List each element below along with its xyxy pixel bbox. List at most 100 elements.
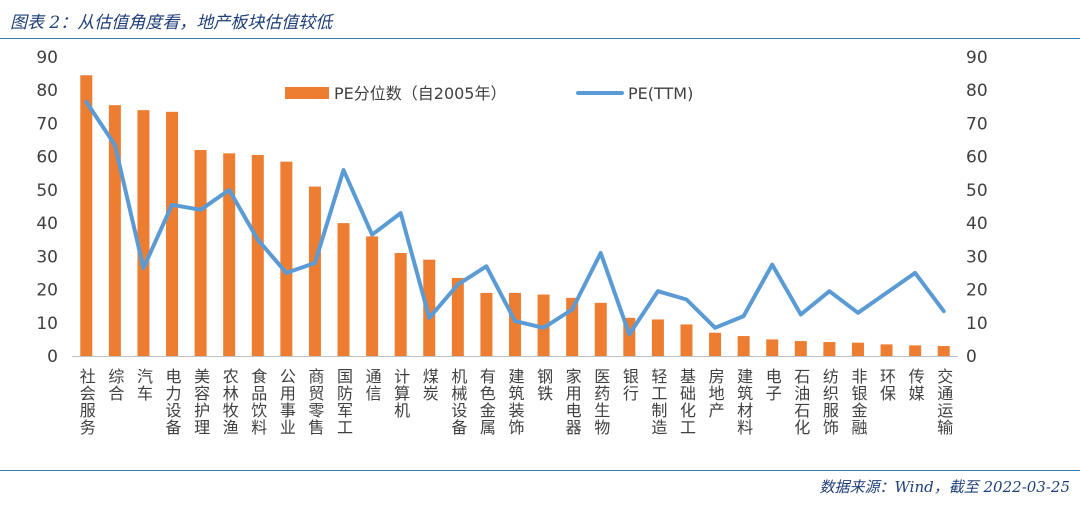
line-point — [799, 312, 803, 316]
bar — [423, 259, 436, 356]
line-point — [199, 208, 203, 212]
x-tick-label: 商贸零售 — [305, 368, 324, 436]
line-point — [827, 289, 831, 293]
bar — [709, 332, 722, 356]
line-point — [141, 266, 145, 270]
x-tick-label: 建筑材料 — [734, 368, 753, 436]
line-point — [885, 291, 889, 295]
bar — [651, 319, 664, 356]
y-right-tick-label: 30 — [966, 247, 988, 267]
bar — [909, 345, 922, 356]
y-right-tick-label: 40 — [966, 214, 988, 234]
source-note: 数据来源：Wind，截至 2022-03-25 — [819, 478, 1070, 496]
y-left-tick-label: 90 — [36, 48, 58, 68]
line-point — [256, 238, 260, 242]
x-tick-label: 非银金融 — [848, 368, 867, 436]
line-point — [284, 271, 288, 275]
bar — [166, 111, 179, 356]
y-right-tick-label: 70 — [966, 114, 988, 134]
x-tick-label: 公用事业 — [277, 368, 296, 436]
line-point — [513, 319, 517, 323]
x-tick-label: 计算机 — [391, 368, 410, 419]
bar — [594, 302, 607, 356]
line-point — [113, 143, 117, 147]
line-point — [456, 283, 460, 287]
y-left-tick-label: 20 — [36, 281, 58, 301]
line-point — [856, 311, 860, 315]
x-tick-label: 农林牧渔 — [220, 368, 239, 436]
bar — [394, 253, 407, 356]
legend-swatch-bar — [285, 87, 329, 99]
x-tick-label: 钢铁 — [534, 368, 553, 402]
bar — [880, 344, 893, 356]
x-tick-label: 基础化工 — [677, 368, 696, 436]
bar — [194, 150, 207, 356]
x-tick-label: 社会服务 — [77, 368, 96, 436]
legend-label-line: PE(TTM) — [628, 84, 693, 103]
bar — [308, 186, 321, 356]
x-tick-label: 煤炭 — [420, 368, 439, 402]
bar — [251, 155, 264, 356]
bar — [537, 294, 550, 356]
y-left-tick-label: 80 — [36, 81, 58, 101]
line-point — [170, 203, 174, 207]
bottom-rule — [0, 470, 1080, 471]
line-point — [227, 188, 231, 192]
line-point — [599, 251, 603, 255]
x-tick-label: 医药生物 — [591, 368, 610, 436]
x-tick-label: 美容护理 — [191, 368, 210, 436]
y-left-tick-label: 40 — [36, 214, 58, 234]
bar — [823, 342, 836, 356]
x-tick-label: 机械设备 — [448, 368, 467, 436]
y-right-tick-label: 80 — [966, 81, 988, 101]
line-point — [399, 211, 403, 215]
line-point — [942, 309, 946, 313]
y-left-tick-label: 0 — [47, 347, 58, 367]
bar — [223, 153, 236, 356]
y-right-tick-label: 50 — [966, 181, 988, 201]
top-rule — [0, 38, 1080, 39]
x-tick-label: 房地产 — [706, 368, 725, 419]
bar — [451, 277, 464, 356]
x-tick-label: 电力设备 — [163, 368, 182, 436]
line-point — [570, 307, 574, 311]
bar — [108, 105, 121, 356]
y-left-tick-label: 10 — [36, 314, 58, 334]
x-tick-label: 通信 — [363, 368, 382, 402]
y-right-tick-label: 0 — [966, 347, 977, 367]
line-point — [742, 314, 746, 318]
x-tick-label: 有色金属 — [477, 368, 496, 436]
x-tick-label: 环保 — [877, 368, 896, 402]
x-tick-label: 建筑装饰 — [506, 368, 525, 436]
y-left-tick-label: 30 — [36, 247, 58, 267]
line-point — [684, 298, 688, 302]
bar — [766, 339, 779, 356]
y-left-tick-label: 50 — [36, 181, 58, 201]
y-right-tick-label: 60 — [966, 148, 988, 168]
x-tick-label: 家用电器 — [563, 368, 582, 436]
bar — [509, 292, 521, 356]
x-tick-label: 食品饮料 — [248, 368, 267, 436]
bar — [737, 336, 750, 356]
bar — [80, 75, 93, 357]
x-tick-label: 交通运输 — [934, 368, 953, 436]
bar — [680, 324, 693, 356]
x-tick-label: 轻工制造 — [648, 368, 667, 436]
line-point — [656, 289, 660, 293]
bar — [851, 342, 864, 356]
x-tick-label: 电子 — [763, 368, 782, 402]
legend-label-bar: PE分位数（自2005年） — [334, 84, 506, 103]
bar — [937, 346, 950, 356]
x-tick-label: 银行 — [620, 368, 639, 402]
bar — [137, 110, 150, 357]
y-left-tick-label: 60 — [36, 148, 58, 168]
x-tick-label: 国防军工 — [334, 368, 353, 436]
line-point — [542, 326, 546, 330]
line-point — [713, 326, 717, 330]
y-right-tick-label: 20 — [966, 281, 988, 301]
line-point — [313, 261, 317, 265]
x-tick-label: 石油石化 — [791, 368, 810, 436]
line-point — [627, 332, 631, 336]
line-point — [427, 316, 431, 320]
line-point — [770, 263, 774, 267]
